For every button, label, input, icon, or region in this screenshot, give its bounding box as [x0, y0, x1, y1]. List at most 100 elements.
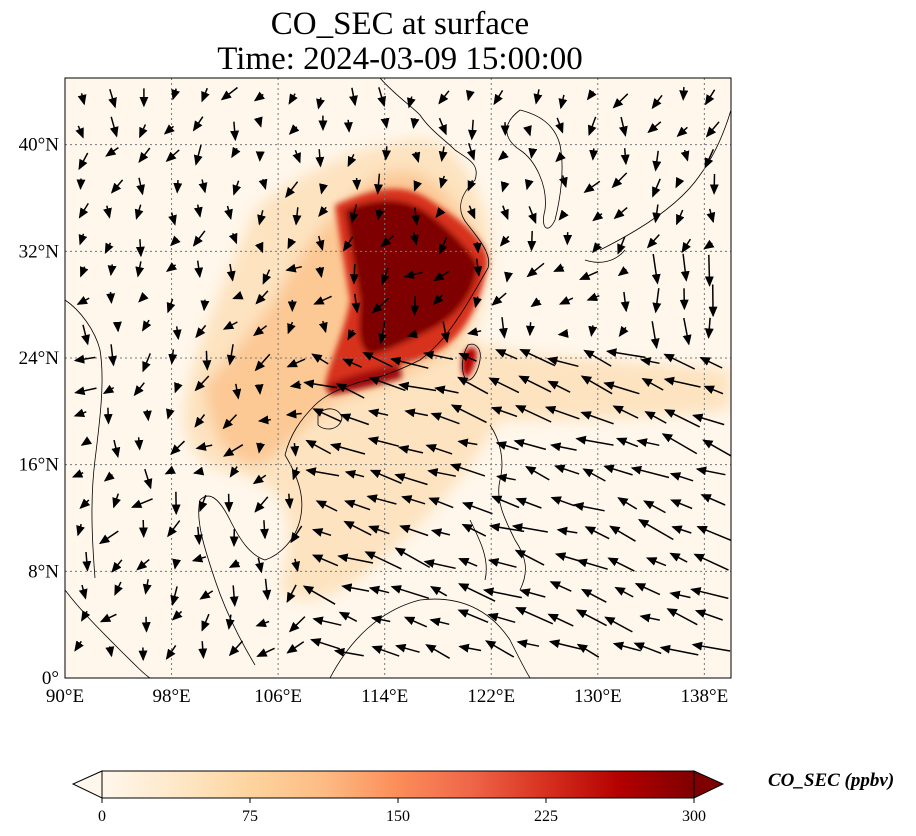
wind-arrow — [580, 375, 613, 395]
wind-arrow — [224, 205, 233, 220]
wind-arrow — [390, 585, 430, 600]
wind-arrow — [616, 437, 639, 448]
wind-arrow — [467, 119, 477, 141]
wind-arrow — [312, 408, 342, 423]
wind-arrow — [329, 442, 366, 455]
wind-arrow — [253, 91, 266, 102]
wind-arrow — [255, 618, 270, 628]
wind-arrow — [135, 261, 145, 278]
wind-arrow — [550, 496, 575, 507]
wind-arrow — [199, 590, 214, 600]
wind-arrow — [98, 530, 119, 545]
wind-arrow — [670, 499, 693, 510]
wind-arrow — [305, 467, 340, 477]
wind-arrow — [287, 237, 297, 250]
wind-arrow — [315, 500, 338, 512]
wind-arrow — [546, 356, 579, 368]
wind-arrow — [226, 344, 236, 366]
wind-arrow — [285, 263, 302, 273]
wind-arrow — [371, 297, 390, 314]
wind-arrow — [289, 380, 302, 390]
colorbar-extend-high — [693, 770, 725, 799]
wind-arrow — [572, 502, 605, 512]
colorbar-tick-label: 225 — [534, 808, 558, 825]
wind-arrow — [79, 498, 91, 510]
wind-arrow — [430, 586, 448, 597]
wind-arrow — [194, 414, 206, 428]
wind-arrow — [352, 177, 362, 191]
wind-arrow — [367, 436, 399, 447]
wind-arrow — [680, 149, 690, 162]
colorbar-label: CO_SEC (ppbv) — [768, 770, 895, 791]
wind-arrow — [548, 639, 581, 650]
wind-arrow — [315, 235, 325, 251]
wind-arrow — [286, 358, 306, 368]
wind-arrow — [410, 232, 419, 246]
wind-arrow — [193, 144, 203, 166]
wind-arrow — [547, 613, 574, 627]
wind-arrow — [347, 153, 357, 168]
wind-arrow — [291, 467, 301, 481]
wind-arrow — [76, 178, 86, 190]
wind-arrow — [651, 94, 663, 110]
wind-arrow — [103, 471, 115, 482]
wind-arrow — [553, 263, 565, 272]
wind-arrow — [171, 88, 180, 101]
wind-arrow — [482, 587, 522, 599]
wind-arrow — [257, 415, 271, 425]
wind-arrow — [515, 607, 554, 625]
wind-arrow — [485, 640, 515, 658]
wind-arrow — [458, 583, 496, 602]
wind-arrow — [675, 176, 685, 189]
wind-arrow — [458, 352, 477, 362]
wind-arrow — [669, 552, 688, 563]
wind-arrow — [256, 647, 275, 657]
wind-arrow — [112, 493, 121, 509]
wind-arrow — [133, 382, 145, 397]
wind-arrow — [699, 357, 723, 369]
wind-arrow — [311, 353, 329, 365]
wind-arrow — [198, 179, 208, 194]
wind-arrow — [519, 588, 546, 598]
wind-arrow — [192, 230, 206, 247]
wind-arrow — [603, 464, 633, 476]
wind-arrow — [473, 258, 483, 277]
wind-arrow — [254, 353, 271, 372]
wind-arrow — [105, 646, 115, 658]
wind-arrow — [555, 117, 564, 134]
wind-arrow — [423, 559, 456, 570]
wind-arrow — [136, 177, 145, 196]
wind-arrow — [311, 528, 332, 537]
wind-arrow — [646, 234, 660, 249]
wind-arrow — [78, 584, 88, 600]
wind-arrow — [495, 441, 519, 451]
wind-arrow — [310, 638, 341, 650]
wind-arrow — [603, 381, 640, 395]
wind-arrow — [554, 464, 580, 475]
wind-arrow — [105, 146, 119, 157]
wind-arrow — [347, 329, 357, 341]
wind-arrow — [641, 377, 664, 391]
wind-arrow — [504, 271, 513, 283]
wind-arrow — [440, 321, 450, 344]
wind-arrow — [377, 321, 387, 345]
wind-arrow — [592, 242, 603, 254]
wind-arrow — [104, 242, 114, 255]
wind-arrow — [618, 116, 628, 137]
wind-arrow — [78, 152, 89, 171]
wind-arrow — [579, 270, 599, 280]
wind-arrow — [583, 349, 612, 367]
y-tick-labels: 0° 8°N 16°N 24°N 32°N 40°N — [19, 135, 60, 689]
wind-arrow — [201, 87, 210, 103]
wind-arrow — [223, 444, 244, 457]
wind-arrow — [575, 609, 607, 627]
wind-arrow — [349, 263, 359, 285]
wind-arrow — [559, 175, 568, 189]
wind-arrow — [73, 408, 87, 418]
wind-arrow — [170, 586, 180, 607]
wind-arrow — [256, 442, 266, 454]
wind-arrow — [690, 587, 729, 600]
wind-arrow — [430, 528, 451, 538]
wind-arrow — [467, 327, 482, 337]
wind-arrow — [77, 93, 87, 106]
